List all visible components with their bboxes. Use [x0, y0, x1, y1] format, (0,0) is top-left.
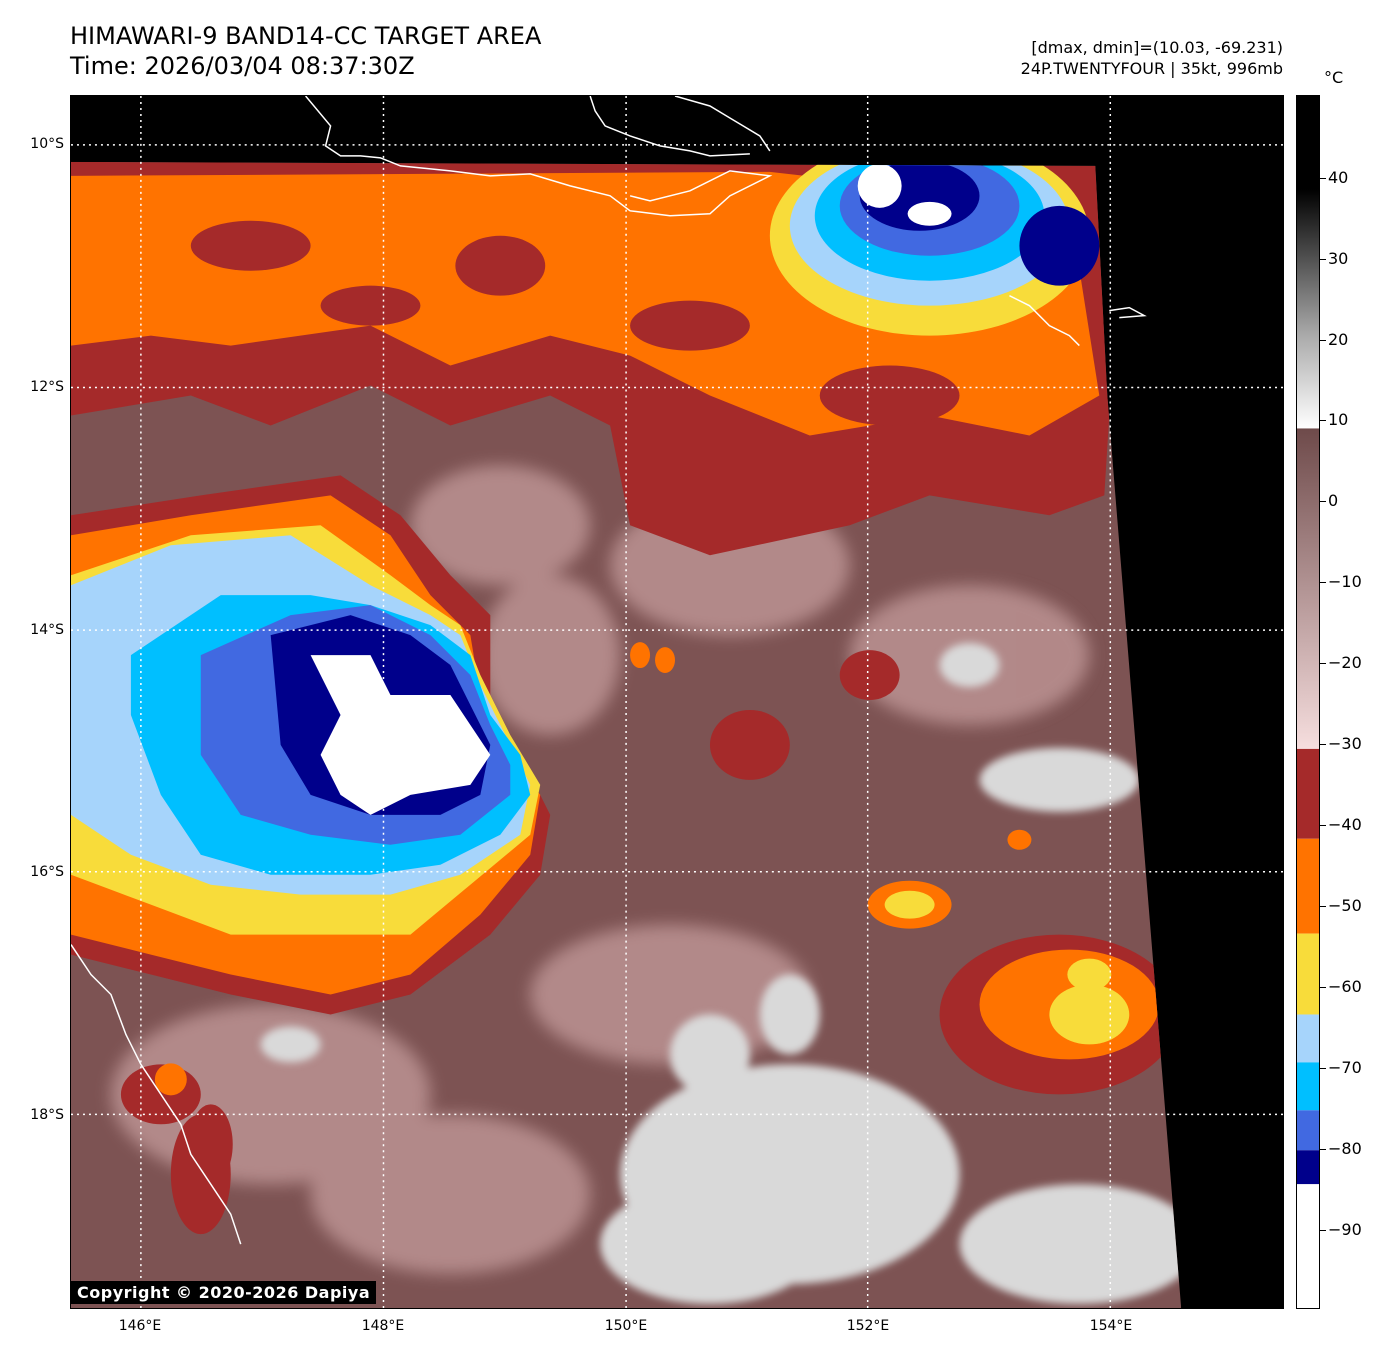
colorbar-band-navy [1297, 1150, 1319, 1185]
imagery-swath [71, 161, 1182, 1308]
lat-label-12s: 12°S [30, 379, 64, 395]
colorbar-band-brown [1297, 748, 1319, 839]
colorbar-label: 20 [1328, 330, 1349, 349]
colorbar-label: 40 [1328, 168, 1349, 187]
colorbar-label: −40 [1328, 815, 1362, 834]
info-line-2: 24P.TWENTYFOUR | 35kt, 996mb [1020, 59, 1283, 78]
main-storm-cloud [71, 475, 551, 1015]
colorbar-label: −20 [1328, 653, 1362, 672]
colorbar-label: 30 [1328, 249, 1349, 268]
lon-label-152e: 152°E [846, 1318, 890, 1334]
lat-label-14s: 14°S [30, 622, 64, 638]
colorbar-label: −10 [1328, 572, 1362, 591]
colorbar-label: −50 [1328, 896, 1362, 915]
title-line-1: HIMAWARI-9 BAND14-CC TARGET AREA [70, 22, 542, 50]
colorbar-band-gold [1297, 933, 1319, 1015]
satellite-map [70, 95, 1284, 1309]
colorbar-label: 0 [1328, 491, 1339, 510]
colorbar-band-orange [1297, 838, 1319, 934]
colorbar-band-lightblue [1297, 1014, 1319, 1063]
colorbar-unit: °C [1324, 68, 1344, 87]
lon-label-148e: 148°E [361, 1318, 405, 1334]
title-line-2: Time: 2026/03/04 08:37:30Z [70, 52, 415, 80]
colorbar-band-deepsky [1297, 1062, 1319, 1111]
colorbar-label: −70 [1328, 1058, 1362, 1077]
colorbar-label: −60 [1328, 977, 1362, 996]
copyright-badge: Copyright © 2020-2026 Dapiya [71, 1281, 377, 1304]
lon-label-146e: 146°E [118, 1318, 162, 1334]
lon-label-154e: 154°E [1089, 1318, 1133, 1334]
colorbar-label: −90 [1328, 1220, 1362, 1239]
graticule [71, 96, 1283, 1308]
colorbar [1296, 95, 1320, 1309]
colorbar-band-white [1297, 1184, 1319, 1308]
lat-label-10s: 10°S [30, 136, 64, 152]
lon-label-150e: 150°E [604, 1318, 648, 1334]
colorbar-label: −30 [1328, 734, 1362, 753]
colorbar-label: −80 [1328, 1139, 1362, 1158]
colorbar-label: 10 [1328, 410, 1349, 429]
info-line-1: [dmax, dmin]=(10.03, -69.231) [1031, 38, 1283, 57]
lat-label-18s: 18°S [30, 1107, 64, 1123]
lat-label-16s: 16°S [30, 864, 64, 880]
colorbar-band-royal [1297, 1110, 1319, 1151]
coastlines [71, 96, 1147, 1245]
